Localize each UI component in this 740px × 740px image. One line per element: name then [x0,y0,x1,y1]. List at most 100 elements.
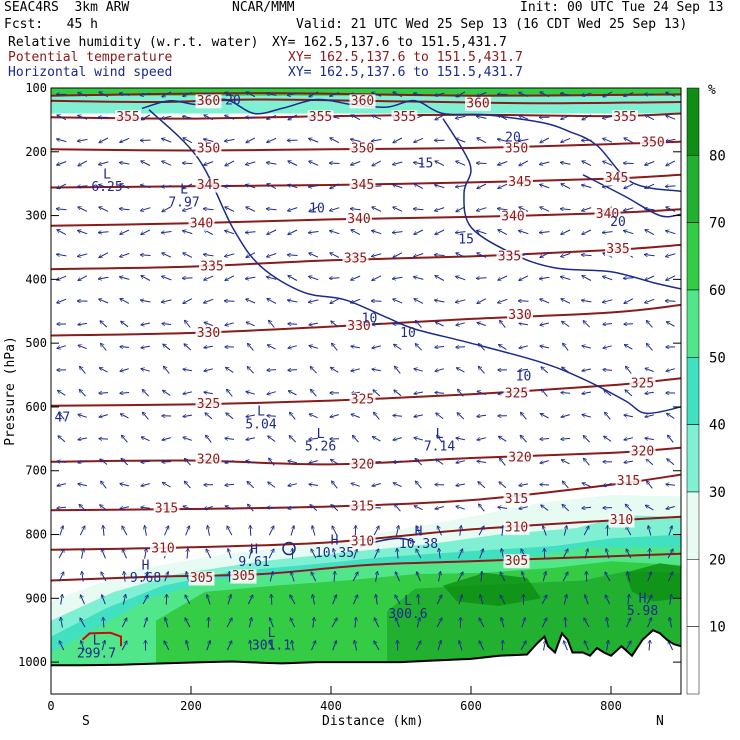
wind-vector [57,298,67,303]
wind-vector [99,393,109,394]
wind-vector [165,618,169,628]
wind-vector [246,161,256,165]
wind-vector [99,207,109,212]
extremum-value: 5.04 [245,417,276,432]
wind-vector [141,229,151,235]
theta-label: 325 [631,377,654,392]
wind-vector [499,345,507,350]
wind-vector [331,321,339,328]
wind-vector [627,572,629,582]
wind-vector [330,414,339,418]
wind-vector [561,162,571,164]
wind-vector [477,207,487,211]
wind-vector [562,572,568,582]
wind-vector [435,393,445,394]
theta-label: 330 [197,326,220,341]
wind-vector [288,207,298,211]
wind-vector [647,481,653,489]
wind-vector [666,253,676,257]
wind-vector [479,549,484,559]
wind-vector [667,459,675,466]
organization: NCAR/MMM [232,0,295,15]
wind-vector [99,161,109,165]
theta-label: 315 [617,474,640,489]
wind-vector [78,115,88,120]
wind-vector [248,344,254,351]
wind-vector [605,595,611,605]
wind-vector [582,255,592,256]
theta-label: 310 [505,521,528,536]
wind-vector [436,459,444,465]
wind-vector [204,506,213,510]
theta-label: 305 [505,554,528,569]
wind-vector [540,207,550,212]
valid-time: Valid: 21 UTC Wed 25 Sep 13 (16 CDT Wed … [296,17,688,32]
wind-vector [310,367,317,374]
wind-vector [100,321,108,328]
wind-vector [248,504,254,512]
wind-vector [184,344,192,351]
theta-label-bg [230,569,257,584]
wind-vector [225,253,235,257]
wind-vector [292,641,294,651]
wind-vector [666,506,675,509]
extremum-value: 9.68 [130,571,161,586]
extremum-marker: L [268,626,276,641]
edge-label: 47 [55,410,71,425]
theta-label-bg [188,571,215,586]
wind-vector [603,299,613,303]
y-tick-label: 800 [25,528,47,542]
colorbar-unit: % [708,83,716,98]
wind-vector [288,185,298,189]
wind-vector [544,641,546,651]
wind-vector [249,618,251,628]
wind-vector [141,323,151,325]
wind-vector [78,415,87,418]
theta-label-bg [342,252,369,266]
wind-vector [477,253,487,258]
wind-vector [435,347,445,348]
wind-vector [479,618,485,628]
wind-vector [225,231,235,235]
wind-vector [439,572,441,582]
wind-vector [414,299,424,304]
wind-vector [99,92,109,98]
wind-vector [395,366,401,374]
wind-vector [309,460,318,463]
wind-vector [540,185,550,189]
wind-vector [225,186,235,187]
wind-vector [372,323,381,325]
wind-vector [227,389,233,397]
wind-vector [562,549,568,559]
wind-vector [288,229,298,234]
wind-vector [78,160,88,166]
wind-vector [393,185,403,189]
wind-vector [372,92,382,97]
field-theta-xy: XY= 162.5,137.6 to 151.5,431.7 [288,50,523,65]
wind-vector [603,116,613,118]
wind-vector [81,595,85,605]
colorbar-segment [686,424,700,493]
wind-vector [477,231,487,235]
wind-vector [120,209,130,210]
theta-label-bg [349,94,376,109]
wind-vector [541,618,546,628]
wind-vector [99,439,109,440]
wind-vector [477,391,486,396]
wind-vector [120,137,130,142]
theta-label-bg [507,308,533,323]
wind-vector [372,115,382,120]
wind-label: 10 [362,311,378,326]
colorbar-tick-label: 70 [709,216,726,232]
wind-vector [122,435,128,443]
wind-vector [500,572,506,582]
wind-vector [99,185,109,189]
wind-vector [498,230,508,236]
terrain-line [51,629,681,667]
wind-vector [393,415,403,416]
x-tick-label: 200 [180,699,202,713]
wind-vector [267,163,277,165]
wind-vector [332,526,338,536]
wind-vector [185,618,191,628]
wind-vector [311,641,316,651]
